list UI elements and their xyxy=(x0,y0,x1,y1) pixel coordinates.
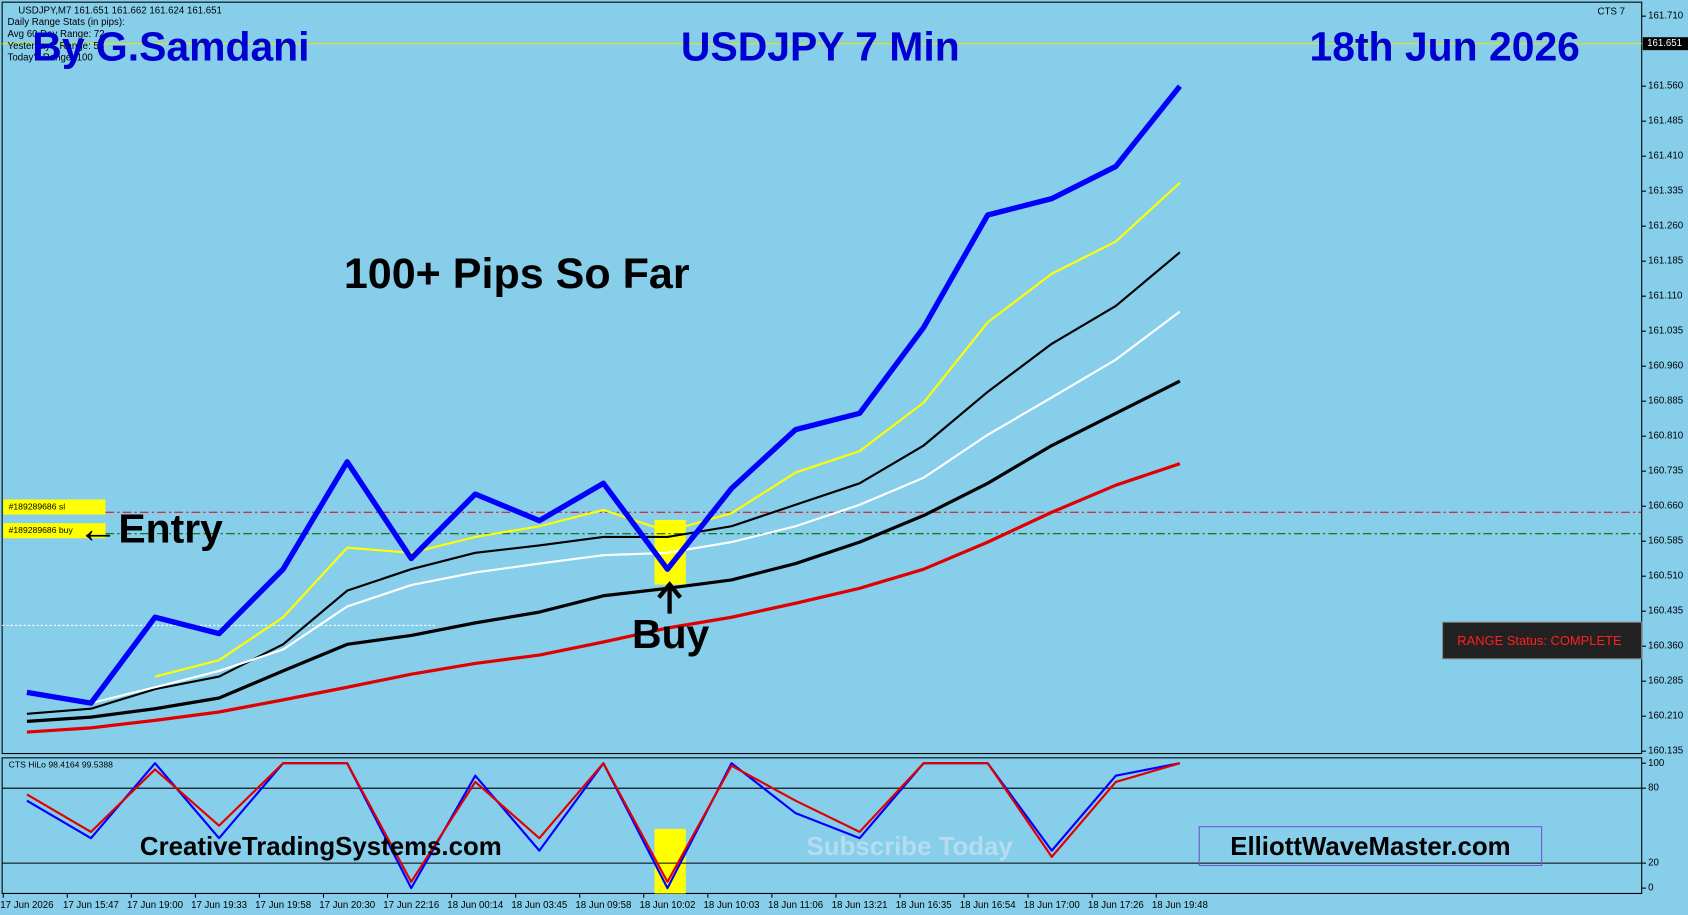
order-buy: #189289686 buy xyxy=(9,525,74,535)
buy-label: Buy xyxy=(632,611,710,657)
y-tick-label: 161.410 xyxy=(1648,151,1683,162)
x-tick-label: 17 Jun 19:33 xyxy=(191,900,247,911)
x-tick-label: 18 Jun 11:06 xyxy=(768,900,823,911)
order-sl: #189289686 sl xyxy=(9,501,66,511)
y-tick-label: 100 xyxy=(1648,758,1664,769)
pips-note: 100+ Pips So Far xyxy=(344,250,690,298)
series-line xyxy=(154,181,1181,678)
site-two-box xyxy=(1198,826,1543,867)
range-status-box xyxy=(1442,621,1643,660)
avg-range: Avg 60 Day Range: 72 xyxy=(8,29,105,40)
series-line xyxy=(26,379,1181,723)
y-tick-label: 160.885 xyxy=(1648,396,1683,407)
instrument: USDJPY 7 Min xyxy=(681,23,960,69)
entry-label: ←Entry xyxy=(78,506,224,552)
y-tick-label: 161.710 xyxy=(1648,11,1683,22)
y-tick-label: 160.510 xyxy=(1648,571,1683,582)
x-tick-label: 17 Jun 19:00 xyxy=(127,900,183,911)
y-tick-label: 0 xyxy=(1648,883,1653,894)
stats-title: Daily Range Stats (in pips): xyxy=(8,17,125,28)
y-tick-label: 161.260 xyxy=(1648,221,1683,232)
y-tick-label: 20 xyxy=(1648,858,1659,869)
y-tick-label: 160.585 xyxy=(1648,536,1683,547)
oscillator-panel xyxy=(1,757,1643,895)
plot: 160.135 160.210 160.285 160.360 160.435 160.5… xyxy=(0,11,1688,911)
x-tick-label: 18 Jun 10:03 xyxy=(704,900,760,911)
y-tick-label: 161.560 xyxy=(1648,81,1683,92)
author: By G.Samdani xyxy=(32,23,309,69)
x-tick-label: 18 Jun 03:45 xyxy=(511,900,567,911)
x-tick-label: 18 Jun 17:26 xyxy=(1088,900,1144,911)
y-tick-label: 160.735 xyxy=(1648,466,1683,477)
today-range: Today's Range: 100 xyxy=(8,53,93,64)
series-line xyxy=(26,762,1181,883)
x-tick-label: 17 Jun 2026 xyxy=(0,900,53,911)
x-tick-label: 18 Jun 16:35 xyxy=(896,900,952,911)
oscillator-title: CTS HiLo 98.4164 99.5388 xyxy=(9,760,114,770)
x-tick-label: 18 Jun 13:21 xyxy=(832,900,888,911)
current-price-label: 161.651 xyxy=(1647,38,1682,49)
y-tick-label: 160.285 xyxy=(1648,676,1683,687)
current-price-box xyxy=(1642,37,1688,51)
y-tick-label: 160.810 xyxy=(1648,431,1683,442)
x-tick-label: 18 Jun 09:58 xyxy=(575,900,631,911)
indicator-name: CTS 7 xyxy=(1598,6,1625,17)
y-tick-label: 160.960 xyxy=(1648,361,1683,372)
x-tick-label: 17 Jun 22:16 xyxy=(383,900,439,911)
x-tick-label: 18 Jun 00:14 xyxy=(447,900,504,911)
x-tick-label: 17 Jun 15:47 xyxy=(63,900,119,911)
main-panel xyxy=(1,1,1643,755)
y-tick-label: 160.210 xyxy=(1648,711,1683,722)
y-tick-label: 160.360 xyxy=(1648,641,1683,652)
y-tick-label: 161.035 xyxy=(1648,326,1683,337)
y-tick-label: 160.435 xyxy=(1648,606,1683,617)
x-tick-label: 18 Jun 16:54 xyxy=(960,900,1017,911)
x-tick-label: 18 Jun 10:02 xyxy=(639,900,695,911)
x-tick-label: 17 Jun 20:30 xyxy=(319,900,375,911)
order-buy-box xyxy=(3,523,106,539)
x-tick-label: 17 Jun 19:58 xyxy=(255,900,311,911)
x-tick-label: 18 Jun 17:00 xyxy=(1024,900,1080,911)
series-line xyxy=(90,310,1181,705)
x-tick-label: 18 Jun 19:48 xyxy=(1152,900,1208,911)
range-status: RANGE Status: COMPLETE xyxy=(1457,633,1622,648)
series-line xyxy=(26,251,1181,715)
symbol-line: USDJPY,M7 161.651 161.662 161.624 161.65… xyxy=(18,5,222,16)
y-tick-label: 161.185 xyxy=(1648,256,1683,267)
y-tick-label: 160.660 xyxy=(1648,501,1683,512)
y-tick-label: 161.335 xyxy=(1648,186,1683,197)
y-tick-label: 160.135 xyxy=(1648,746,1683,757)
site-two: ElliottWaveMaster.com xyxy=(1230,833,1510,861)
subscribe: Subscribe Today xyxy=(807,833,1014,861)
series-line xyxy=(26,462,1181,734)
buy-arrow xyxy=(657,581,683,614)
yesterday-range: Yesterday's Range: 58 xyxy=(8,41,105,52)
series-line xyxy=(26,84,1182,706)
y-tick-label: 161.110 xyxy=(1648,291,1682,302)
y-tick-label: 80 xyxy=(1648,783,1659,794)
order-sl-box xyxy=(3,499,106,515)
date: 18th Jun 2026 xyxy=(1309,23,1579,69)
site-one: CreativeTradingSystems.com xyxy=(140,833,502,861)
y-tick-label: 161.485 xyxy=(1648,116,1683,127)
